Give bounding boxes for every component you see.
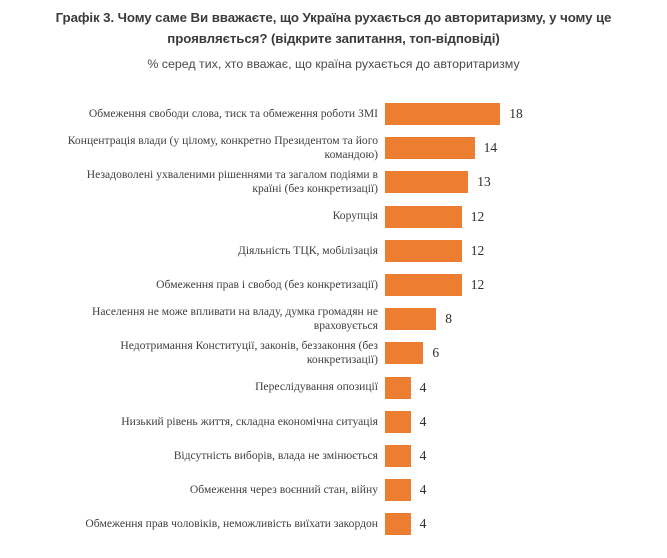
bar-value-label: 13	[477, 174, 491, 190]
bar	[385, 171, 469, 194]
bar-value-label: 4	[419, 516, 427, 532]
bar	[385, 205, 462, 228]
bar-wrapper: 4	[385, 507, 426, 541]
bar-wrapper: 12	[385, 200, 484, 234]
bar-row: Обмеження через воєнний стан, війну 4	[0, 473, 667, 507]
bar-row: Населення не може впливати на владу, дум…	[0, 302, 667, 336]
bar-value-label: 18	[509, 106, 523, 121]
bar-value-label: 14	[483, 140, 498, 156]
bar-category-label: Населення не може впливати на владу, дум…	[92, 304, 378, 333]
bar-category-label: Концентрація влади (у цілому, конкретно …	[67, 133, 378, 162]
bar-row: Обмеження свободи слова, тиск та обмежен…	[0, 97, 667, 131]
bar-wrapper: 12	[385, 268, 484, 302]
bar-category-label: Низький рівень життя, складна економічна…	[121, 414, 378, 428]
bar-wrapper: 8	[385, 302, 452, 336]
bar	[385, 410, 411, 433]
bar	[385, 376, 411, 399]
bar-category-label: Обмеження прав і свобод (без конкретизац…	[156, 277, 378, 291]
bar-wrapper: 4	[385, 473, 426, 507]
bar	[385, 239, 462, 262]
bar-row: Обмеження прав і свобод (без конкретизац…	[0, 268, 667, 302]
bar-value-label: 12	[470, 242, 485, 258]
bar-category-label: Діяльність ТЦК, мобілізація	[237, 243, 378, 257]
bar-row: Корупція 12	[0, 200, 667, 234]
bar	[385, 274, 462, 296]
chart-header: Графік 3. Чому саме Ви вважаєте, що Укра…	[0, 0, 667, 73]
bar-value-label: 4	[419, 413, 427, 429]
bar-value-label: 6	[432, 345, 440, 361]
bar-row: Відсутність виборів, влада не змінюється…	[0, 439, 667, 473]
bar-wrapper: 4	[385, 405, 426, 439]
bar	[385, 479, 411, 502]
bar-wrapper: 13	[385, 165, 491, 199]
chart-subtitle: % серед тих, хто вважає, що країна рухає…	[147, 57, 520, 71]
bar-wrapper: 4	[385, 439, 426, 473]
chart-title: Графік 3. Чому саме Ви вважаєте, що Укра…	[55, 10, 612, 46]
bar-row: Концентрація влади (у цілому, конкретно …	[0, 131, 667, 165]
bar-value-label: 12	[470, 277, 485, 292]
bar-category-label: Обмеження свободи слова, тиск та обмежен…	[88, 106, 378, 120]
bar-category-label: Обмеження через воєнний стан, війну	[189, 482, 378, 496]
bar-value-label: 4	[419, 482, 427, 498]
bar-category-label: Відсутність виборів, влада не змінюється	[173, 448, 378, 462]
bar-value-label: 4	[419, 448, 427, 463]
bar-wrapper: 6	[385, 336, 439, 370]
bar-wrapper: 12	[385, 234, 484, 268]
bar-wrapper: 4	[385, 371, 426, 405]
chart-plot-area: Обмеження свободи слова, тиск та обмежен…	[0, 97, 667, 547]
bar-value-label: 4	[419, 379, 427, 395]
bar-category-label: Незадоволені ухваленими рішеннями та заг…	[86, 167, 378, 196]
bar-value-label: 12	[470, 208, 485, 224]
bar-category-label: Корупція	[332, 209, 378, 223]
bar-row: Обмеження прав чоловіків, неможливість в…	[0, 507, 667, 541]
bar-row: Незадоволені ухваленими рішеннями та заг…	[0, 165, 667, 199]
bar	[385, 342, 424, 365]
bar-wrapper: 14	[385, 131, 497, 165]
bar-category-label: Обмеження прав чоловіків, неможливість в…	[85, 517, 378, 531]
bar	[385, 103, 501, 125]
bar-row: Діяльність ТЦК, мобілізація 12	[0, 234, 667, 268]
bar-row: Переслідування опозиції 4	[0, 371, 667, 405]
bar-category-label: Недотримання Конституції, законів, безза…	[120, 338, 378, 367]
bar-value-label: 8	[445, 311, 452, 327]
bar	[385, 137, 475, 160]
bar-category-label: Переслідування опозиції	[255, 380, 378, 394]
bar	[385, 308, 437, 331]
bar	[385, 445, 411, 467]
bar-row: Недотримання Конституції, законів, безза…	[0, 336, 667, 370]
bar-row: Низький рівень життя, складна економічна…	[0, 405, 667, 439]
bar-wrapper: 18	[385, 97, 523, 131]
bar	[385, 513, 411, 536]
